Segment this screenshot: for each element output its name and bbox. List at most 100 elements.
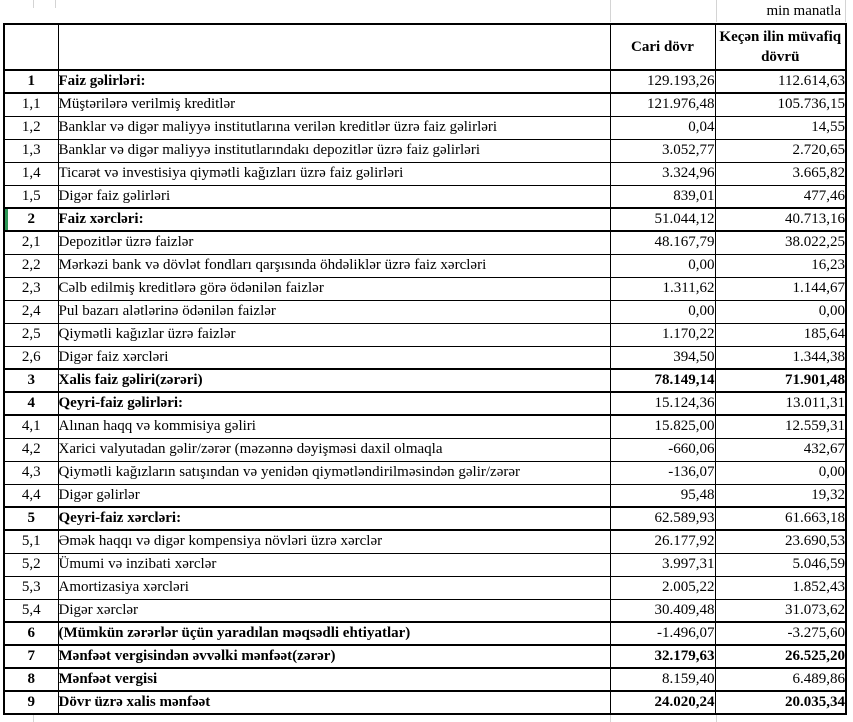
previous-period-cell: 3.665,82 [714,161,847,186]
table-row: 2,3 Cəlb edilmiş kreditlərə görə ödənilən… [3,276,847,301]
row-label-cell: Ticarət və investisiya qiymətli kağızlar… [57,161,611,186]
row-label-cell: Qiymətli kağızların satışından və yenidə… [57,460,611,485]
previous-period-cell: 16,23 [714,253,847,278]
table-row: 5,1 Əmək haqqı və digər kompensiya növlər… [3,529,847,554]
table-row: 4,4 Digər gəlirlər 95,48 19,32 [3,483,847,508]
current-period-cell: 121.976,48 [609,92,716,117]
row-number-cell: 2,1 [3,230,59,255]
current-period-cell: 15.825,00 [609,414,716,439]
gridline [610,713,611,722]
header-current-period-cell: Cari dövr [609,23,716,71]
previous-period-cell: 1.144,67 [714,276,847,301]
current-period-cell: 51.044,12 [609,207,716,232]
row-number-cell: 6 [3,621,59,646]
row-label-cell: Mənfəət vergisi [57,667,611,692]
previous-period-cell: 23.690,53 [714,529,847,554]
row-label-cell: Faiz gəlirləri: [57,69,611,94]
previous-period-cell: 1.344,38 [714,345,847,370]
previous-period-cell: 2.720,65 [714,138,847,163]
row-number-cell: 5 [3,506,59,531]
previous-period-cell: 105.736,15 [714,92,847,117]
row-number-cell: 5,1 [3,529,59,554]
row-number-cell: 1,5 [3,184,59,209]
current-period-cell: 3.997,31 [609,552,716,577]
previous-period-cell: 38.022,25 [714,230,847,255]
gridline [845,0,846,22]
table-row: 4 Qeyri-faiz gəlirləri: 15.124,36 13.011,31 [3,391,847,416]
row-label-cell: Faiz xərcləri: [57,207,611,232]
table-row: 7 Mənfəət vergisindən əvvəlki mənfəət(zər… [3,644,847,669]
row-label-cell: Qeyri-faiz gəlirləri: [57,391,611,416]
previous-period-cell: 432,67 [714,437,847,462]
row-label-cell: Qeyri-faiz xərcləri: [57,506,611,531]
row-number-cell: 5,3 [3,575,59,600]
previous-period-cell: 12.559,31 [714,414,847,439]
row-number-cell: 7 [3,644,59,669]
current-period-cell: 95,48 [609,483,716,508]
current-period-cell: 3.324,96 [609,161,716,186]
gridline [55,0,56,8]
current-period-cell: -1.496,07 [609,621,716,646]
gridline [33,0,34,8]
row-number-cell: 1,1 [3,92,59,117]
gridline [716,713,717,722]
row-label-cell: Cəlb edilmiş kreditlərə görə ödənilən fa… [57,276,611,301]
row-number-cell: 4,4 [3,483,59,508]
table-row: 1,4 Ticarət və investisiya qiymətli kağız… [3,161,847,186]
previous-period-cell: -3.275,60 [714,621,847,646]
current-period-cell: 8.159,40 [609,667,716,692]
previous-period-cell: 477,46 [714,184,847,209]
row-label-cell: Mənfəət vergisindən əvvəlki mənfəət(zərə… [57,644,611,669]
row-number-cell: 2,2 [3,253,59,278]
table-row: 1,5 Digər faiz gəlirləri 839,01 477,46 [3,184,847,209]
table-row: 9 Dövr üzrə xalis mənfəət 24.020,24 20.035,… [3,690,847,715]
table-row: 2,2 Mərkəzi bank və dövlət fondları qarşı… [3,253,847,278]
row-label-cell: Ümumi və inzibati xərclər [57,552,611,577]
row-label-cell: Depozitlər üzrə faizlər [57,230,611,255]
previous-period-cell: 14,55 [714,115,847,140]
row-number-cell: 1,3 [3,138,59,163]
current-period-cell: 1.311,62 [609,276,716,301]
table-row: 3 Xalis faiz gəliri(zərəri) 78.149,14 71.90… [3,368,847,393]
row-number-cell: 2 [3,207,59,232]
table-row: 1,2 Banklar və digər maliyyə institutları… [3,115,847,140]
previous-period-cell: 6.489,86 [714,667,847,692]
row-label-cell: Əmək haqqı və digər kompensiya növləri ü… [57,529,611,554]
header-row-number-cell [3,23,59,71]
previous-period-cell: 112.614,63 [714,69,847,94]
current-period-cell: 78.149,14 [609,368,716,393]
row-label-cell: Qiymətli kağızlar üzrə faizlər [57,322,611,347]
row-label-cell: Digər xərclər [57,598,611,623]
unit-label: min manatla [766,3,841,19]
current-period-cell: 0,00 [609,253,716,278]
row-number-cell: 3 [3,368,59,393]
row-number-cell: 2,5 [3,322,59,347]
row-number-cell: 4,2 [3,437,59,462]
previous-period-cell: 31.073,62 [714,598,847,623]
current-period-cell: -136,07 [609,460,716,485]
current-period-cell: 1.170,22 [609,322,716,347]
previous-period-cell: 61.663,18 [714,506,847,531]
table-row: 1,3 Banklar və digər maliyyə institutları… [3,138,847,163]
previous-period-cell: 5.046,59 [714,552,847,577]
row-number-cell: 5,2 [3,552,59,577]
current-period-cell: 15.124,36 [609,391,716,416]
table-row: 6 (Mümkün zərərlər üçün yaradılan məqsədl… [3,621,847,646]
current-period-cell: 30.409,48 [609,598,716,623]
row-number-cell: 4 [3,391,59,416]
row-label-cell: Dövr üzrə xalis mənfəət [57,690,611,715]
table-row: 2,5 Qiymətli kağızlar üzrə faizlər 1.170,2… [3,322,847,347]
table-header-row: Cari dövr Keçən ilin müvafiq dövrü [3,23,847,71]
current-period-cell: -660,06 [609,437,716,462]
gridline [716,0,717,22]
table-row: 1 Faiz gəlirləri: 129.193,26 112.614,63 [3,69,847,94]
previous-period-cell: 19,32 [714,483,847,508]
table-row: 5,2 Ümumi və inzibati xərclər 3.997,31 5.04… [3,552,847,577]
table-row: 2,4 Pul bazarı alətlərinə ödənilən faizlə… [3,299,847,324]
table-row: 2,6 Digər faiz xərcləri 394,50 1.344,38 [3,345,847,370]
row-label-cell: Mərkəzi bank və dövlət fondları qarşısın… [57,253,611,278]
row-label-cell: Digər gəlirlər [57,483,611,508]
row-label-cell: (Mümkün zərərlər üçün yaradılan məqsədli… [57,621,611,646]
row-number-cell: 8 [3,667,59,692]
